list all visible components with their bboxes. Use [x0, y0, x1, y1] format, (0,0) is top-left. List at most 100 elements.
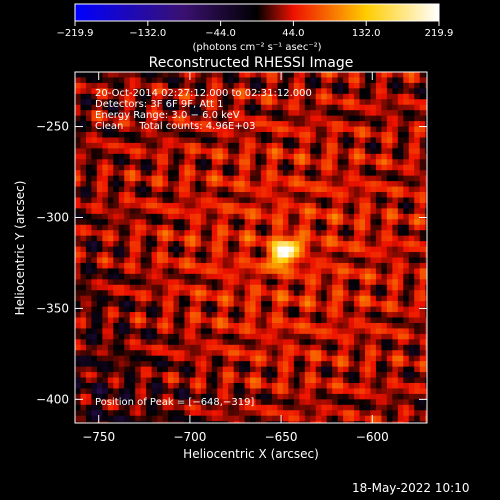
heatmap-cell: [293, 393, 300, 400]
heatmap-cell: [96, 284, 103, 291]
heatmap-cell: [102, 415, 109, 422]
heatmap-cell: [375, 137, 383, 144]
heatmap-cell: [425, 284, 427, 291]
heatmap-cell: [129, 170, 136, 177]
heatmap-cell: [129, 306, 136, 313]
heatmap-cell: [239, 186, 246, 193]
heatmap-cell: [184, 126, 191, 133]
heatmap-cell: [228, 186, 235, 193]
heatmap-cell: [397, 104, 404, 111]
heatmap-cell: [250, 252, 257, 259]
heatmap-cell: [419, 110, 426, 117]
heatmap-cell: [266, 382, 273, 390]
heatmap-cell: [255, 322, 262, 330]
heatmap-cell: [80, 192, 87, 199]
heatmap-cell: [337, 137, 344, 144]
heatmap-cell: [217, 148, 224, 155]
heatmap-cell: [299, 148, 306, 155]
heatmap-cell: [414, 262, 421, 270]
heatmap-cell: [211, 344, 218, 351]
heatmap-cell: [206, 110, 213, 117]
heatmap-cell: [403, 164, 410, 171]
heatmap-cell: [304, 312, 311, 319]
heatmap-cell: [178, 77, 186, 84]
heatmap-cell: [403, 99, 410, 106]
heatmap-cell: [157, 77, 164, 84]
heatmap-cell: [375, 410, 383, 417]
heatmap-cell: [299, 290, 306, 297]
heatmap-cell: [239, 104, 246, 111]
heatmap-cell: [392, 361, 399, 368]
heatmap-cell: [255, 273, 262, 280]
heatmap-cell: [217, 159, 224, 166]
heatmap-cell: [178, 82, 186, 89]
heatmap-cell: [364, 317, 372, 324]
heatmap-cell: [96, 404, 103, 411]
heatmap-cell: [261, 110, 268, 117]
heatmap-cell: [310, 132, 317, 139]
heatmap-cell: [157, 312, 164, 319]
heatmap-cell: [403, 230, 410, 237]
heatmap-cell: [102, 339, 109, 346]
heatmap-cell: [118, 339, 125, 346]
heatmap-cell: [107, 72, 114, 79]
heatmap-cell: [425, 252, 427, 259]
heatmap-cell: [195, 366, 202, 373]
heatmap-cell: [124, 388, 131, 395]
heatmap-cell: [370, 273, 377, 280]
heatmap-cell: [124, 137, 131, 144]
y-tick-label: −300: [36, 210, 69, 224]
heatmap-cell: [178, 235, 186, 242]
heatmap-cell: [310, 333, 317, 340]
heatmap-cell: [381, 295, 388, 302]
heatmap-cell: [124, 132, 131, 139]
heatmap-cell: [288, 410, 295, 417]
heatmap-cell: [118, 159, 125, 166]
heatmap-cell: [364, 153, 372, 160]
heatmap-cell: [75, 72, 82, 79]
heatmap-cell: [343, 121, 350, 128]
heatmap-cell: [354, 175, 361, 182]
heatmap-cell: [375, 142, 383, 149]
heatmap-cell: [80, 132, 87, 139]
heatmap-cell: [266, 93, 273, 100]
heatmap-cell: [375, 350, 383, 357]
heatmap-cell: [168, 186, 175, 193]
heatmap-cell: [75, 219, 82, 226]
heatmap-cell: [348, 153, 355, 160]
heatmap-cell: [75, 404, 82, 411]
heatmap-cell: [375, 88, 383, 95]
heatmap-cell: [80, 88, 87, 95]
heatmap-cell: [129, 344, 136, 351]
heatmap-cell: [293, 235, 300, 242]
heatmap-cell: [124, 175, 131, 182]
heatmap-cell: [107, 355, 114, 362]
heatmap-cell: [386, 404, 393, 411]
heatmap-cell: [261, 235, 268, 242]
heatmap-cell: [118, 186, 125, 193]
heatmap-cell: [107, 328, 114, 335]
heatmap-cell: [343, 202, 350, 209]
heatmap-cell: [222, 197, 229, 204]
heatmap-cell: [189, 393, 196, 400]
heatmap-cell: [425, 121, 427, 128]
heatmap-cell: [222, 148, 229, 155]
heatmap-cell: [343, 224, 350, 231]
heatmap-cell: [299, 213, 306, 220]
heatmap-cell: [217, 399, 224, 406]
heatmap-cell: [392, 344, 399, 351]
heatmap-cell: [337, 284, 344, 291]
heatmap-cell: [392, 208, 399, 215]
heatmap-cell: [146, 115, 153, 122]
heatmap-cell: [124, 181, 131, 188]
heatmap-cell: [211, 317, 218, 324]
heatmap-cell: [173, 164, 180, 171]
heatmap-cell: [244, 301, 251, 308]
heatmap-cell: [425, 388, 427, 395]
heatmap-cell: [80, 339, 87, 346]
heatmap-cell: [425, 322, 427, 330]
heatmap-cell: [299, 279, 306, 286]
heatmap-cell: [189, 148, 196, 155]
heatmap-cell: [354, 317, 361, 324]
heatmap-cell: [222, 372, 229, 379]
